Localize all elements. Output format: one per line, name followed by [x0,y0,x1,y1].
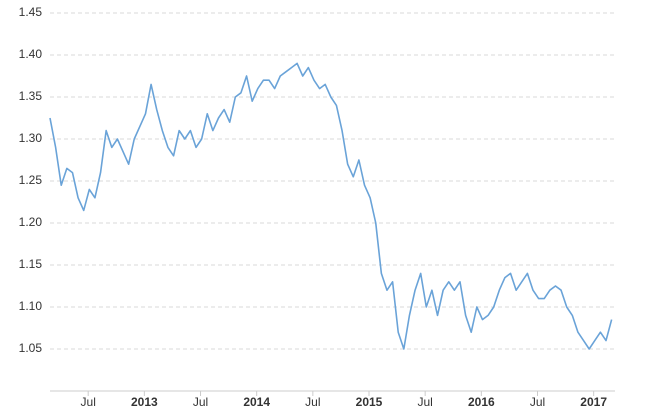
y-tick-label: 1.20 [19,215,43,229]
x-tick-label: Jul [305,395,320,409]
x-tick-label: 2014 [243,395,270,409]
x-tick-label: 2015 [356,395,383,409]
x-tick-label: Jul [81,395,96,409]
y-tick-label: 1.35 [19,89,43,103]
x-tick-label: Jul [530,395,545,409]
y-tick-label: 1.05 [19,341,43,355]
y-tick-label: 1.10 [19,299,43,313]
y-tick-label: 1.30 [19,131,43,145]
y-tick-label: 1.45 [19,5,43,19]
y-tick-label: 1.25 [19,173,43,187]
x-tick-label: 2017 [580,395,607,409]
y-tick-label: 1.40 [19,47,43,61]
x-tick-label: 2013 [131,395,158,409]
x-tick-label: Jul [417,395,432,409]
x-tick-label: 2016 [468,395,495,409]
x-tick-label: Jul [193,395,208,409]
y-tick-label: 1.15 [19,257,43,271]
price-line [49,62,613,350]
